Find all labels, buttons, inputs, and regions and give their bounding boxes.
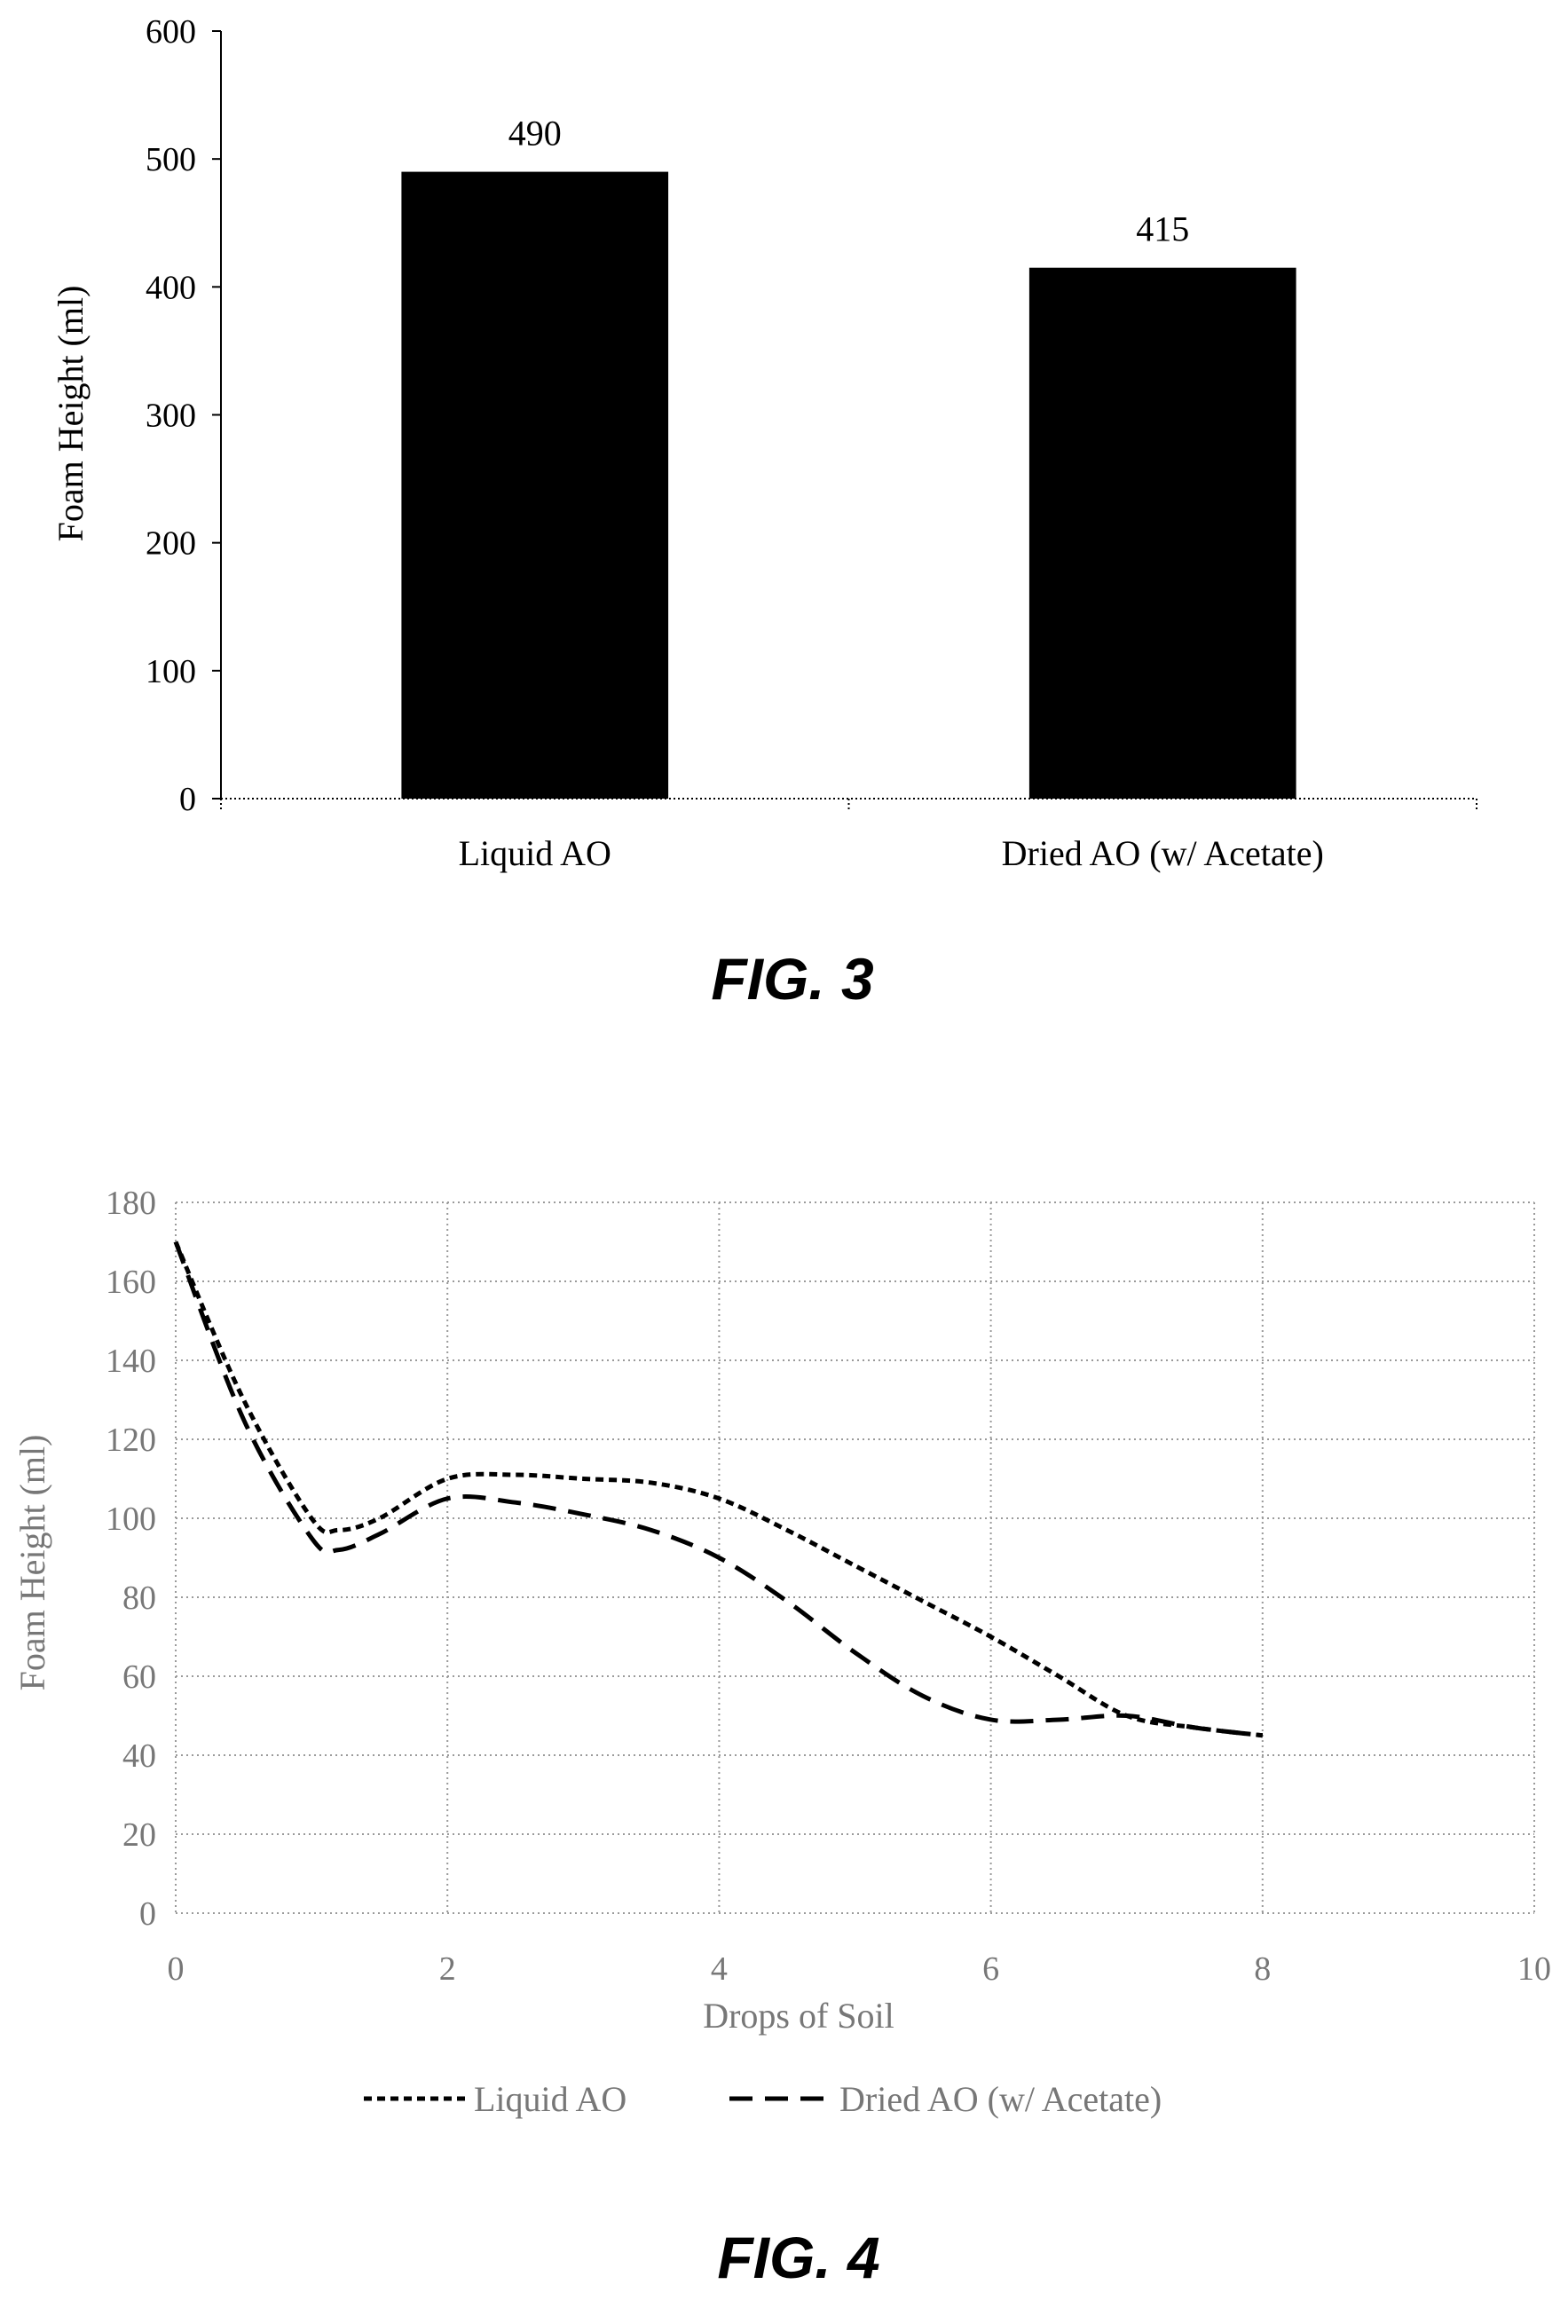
- bar-y-tick-label: 600: [146, 13, 196, 51]
- bar: [401, 172, 668, 799]
- line-y-tick-label: 0: [139, 1895, 156, 1933]
- bar: [1029, 268, 1296, 799]
- line-y-tick-label: 160: [106, 1264, 156, 1301]
- bar-chart: 0 100 200 300 400 500 600 490 415 Liquid AO Drie…: [51, 13, 1477, 1012]
- line-y-tick-label: 100: [106, 1501, 156, 1538]
- line-x-tick-label: 6: [982, 1950, 999, 1988]
- fig3-caption: FIG. 3: [711, 946, 873, 1012]
- bar-category-label: Dried AO (w/ Acetate): [1002, 833, 1324, 873]
- fig4-caption: FIG. 4: [717, 2225, 879, 2290]
- bar-data-label: 490: [508, 114, 562, 154]
- line-x-tick-label: 4: [711, 1950, 728, 1988]
- line-x-tick-label: 8: [1254, 1950, 1271, 1988]
- line-x-tick-label: 0: [168, 1950, 185, 1988]
- line-y-tick-label: 80: [122, 1580, 156, 1617]
- line-x-tick-label: 2: [439, 1950, 456, 1988]
- line-y-tick-label: 20: [122, 1816, 156, 1854]
- line-y-tick-label: 120: [106, 1422, 156, 1459]
- line-x-tick-label: 10: [1517, 1950, 1551, 1988]
- line-x-axis-title: Drops of Soil: [703, 1996, 894, 2036]
- bar-y-axis-title: Foam Height (ml): [51, 286, 91, 542]
- bar-y-tick-label: 300: [146, 398, 196, 435]
- line-y-axis-title: Foam Height (ml): [12, 1435, 52, 1691]
- legend: Liquid AO Dried AO (w/ Acetate): [364, 2079, 1162, 2119]
- legend-label: Dried AO (w/ Acetate): [839, 2079, 1162, 2119]
- line-y-tick-label: 180: [106, 1185, 156, 1222]
- legend-label: Liquid AO: [474, 2079, 626, 2119]
- bar-y-tick-label: 200: [146, 525, 196, 563]
- bar-y-tick-label: 100: [146, 653, 196, 690]
- bar-y-tick-label: 0: [179, 781, 196, 818]
- bar-y-tick-label: 400: [146, 269, 196, 306]
- line-y-tick-label: 40: [122, 1737, 156, 1775]
- bar-category-label: Liquid AO: [459, 833, 611, 873]
- bar-y-tick-label: 500: [146, 141, 196, 178]
- line-chart: 0 20 40 60 80 100 120 140 160 180 0 2 4 6 8 10 Foam He…: [12, 1185, 1551, 2290]
- line-y-tick-label: 140: [106, 1343, 156, 1380]
- line-y-tick-label: 60: [122, 1658, 156, 1696]
- bar-data-label: 415: [1136, 209, 1189, 249]
